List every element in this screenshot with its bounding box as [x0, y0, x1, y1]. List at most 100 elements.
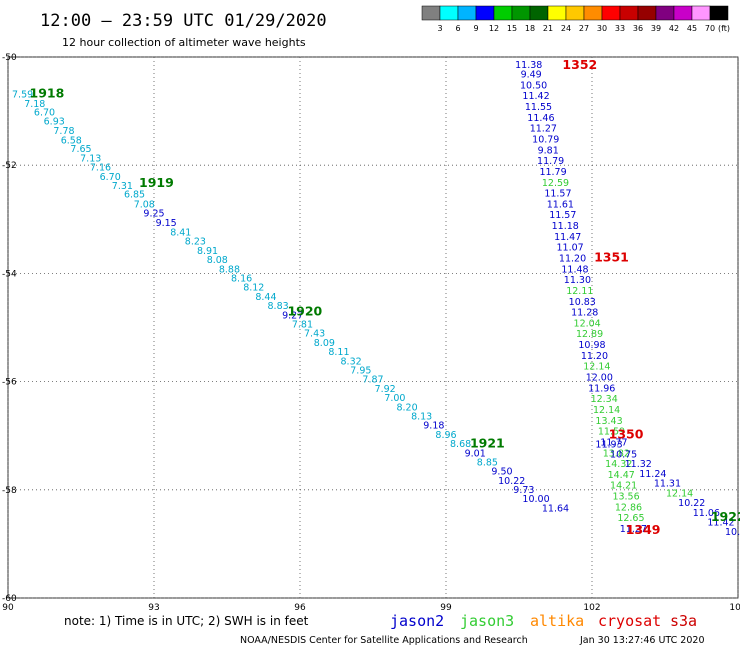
- swh-value-label: 8.85: [477, 457, 498, 468]
- swh-value-label: 6.70: [34, 107, 55, 118]
- colorbar-swatch: [601, 5, 621, 21]
- swh-value-label: 11.57: [544, 189, 571, 200]
- swh-value-label: 11.27: [620, 524, 647, 535]
- swh-value-label: 7.16: [90, 163, 111, 174]
- colorbar-swatch: [457, 5, 477, 21]
- pass-number-label: 1921: [470, 436, 505, 451]
- colorbar-label: 21: [543, 24, 553, 33]
- swh-value-label: 11.27: [530, 124, 557, 135]
- colorbar-swatch: [709, 5, 729, 21]
- swh-value-label: 12.86: [615, 502, 642, 513]
- swh-value-label: 8.96: [435, 430, 456, 441]
- swh-value-label: 11.28: [571, 308, 598, 319]
- x-tick-label: 90: [2, 603, 14, 613]
- chart-subtitle: 12 hour collection of altimeter wave hei…: [62, 36, 306, 49]
- swh-value-label: 14.47: [608, 470, 635, 481]
- colorbar-label: 6: [455, 24, 460, 33]
- colorbar-swatch: [421, 5, 441, 21]
- swh-value-label: 7.00: [384, 393, 405, 404]
- swh-value-label: 11.46: [527, 113, 554, 124]
- colorbar-label: 18: [525, 24, 535, 33]
- swh-value-label: 14.21: [610, 481, 637, 492]
- swh-value-label: 11.07: [556, 243, 583, 254]
- swh-value-label: 8.09: [314, 338, 335, 349]
- colorbar-label: 9: [473, 24, 478, 33]
- colorbar-label: 45: [687, 24, 697, 33]
- swh-value-label: 10.00: [522, 494, 549, 505]
- x-tick-label: 93: [148, 603, 159, 613]
- pass-number-label: 1922: [711, 509, 740, 524]
- x-tick-label: 96: [294, 603, 306, 613]
- swh-value-label: 8.68: [450, 439, 471, 450]
- pass-number-label: 1918: [30, 86, 65, 101]
- swh-value-label: 12.59: [542, 178, 569, 189]
- chart-title: 12:00 – 23:59 UTC 01/29/2020: [40, 11, 327, 31]
- swh-value-label: 11.20: [581, 351, 608, 362]
- axis-ticks: 90 93 96 99 102 105 -50 -52 -54 -56 -58 -60: [2, 53, 740, 613]
- colorbar-label: 30: [597, 24, 607, 33]
- footnote: note: 1) Time is in UTC; 2) SWH is in fe…: [64, 614, 309, 628]
- colorbar-label: 24: [561, 24, 571, 33]
- swh-value-label: 9.25: [143, 209, 164, 220]
- swh-value-label: 13.56: [612, 492, 639, 503]
- data-points: 7.597.186.706.937.786.587.657.137.166.70…: [12, 60, 740, 538]
- swh-value-label: 11.38: [515, 60, 542, 71]
- legend-jason2: jason2: [390, 612, 444, 630]
- swh-value-label: 11.64: [542, 503, 569, 514]
- swh-value-label: 8.20: [396, 402, 417, 413]
- swh-value-label: 7.81: [292, 320, 313, 331]
- swh-value-label: 11.59: [598, 427, 625, 438]
- colorbar-label: 12: [489, 24, 499, 33]
- swh-value-label: 11.18: [552, 221, 579, 232]
- colorbar-swatch: [565, 5, 585, 21]
- pass-labels: 1918 1919 1920 1921 1922 1352 1351 1350 1349: [30, 57, 740, 537]
- swh-value-label: 8.23: [185, 237, 206, 248]
- swh-value-label: 9.18: [423, 421, 444, 432]
- swh-value-label: 8.91: [197, 246, 218, 257]
- y-tick-label: -50: [2, 53, 17, 63]
- swh-value-label: 11.31: [654, 479, 681, 490]
- swh-value-label: 9.50: [491, 467, 512, 478]
- swh-value-label: 6.93: [44, 117, 65, 128]
- colorbar-swatch: [493, 5, 513, 21]
- swh-value-label: 7.18: [24, 99, 45, 110]
- swh-value-label: 9.73: [513, 485, 534, 496]
- swh-value-label: 13.43: [595, 416, 622, 427]
- credit-text: NOAA/NESDIS Center for Satellite Applica…: [240, 635, 528, 646]
- swh-value-label: 7.13: [80, 153, 101, 164]
- colorbar-swatch: [691, 5, 711, 21]
- swh-value-label: 7.92: [375, 384, 396, 395]
- swh-value-label: 12.00: [586, 373, 613, 384]
- swh-value-label: 7.65: [70, 144, 91, 155]
- colorbar-label: 3: [437, 24, 442, 33]
- swh-value-label: 9.27: [282, 310, 303, 321]
- swh-value-label: 7.95: [350, 365, 371, 376]
- swh-value-label: 8.41: [170, 228, 191, 239]
- swh-value-label: 11.42: [522, 91, 549, 102]
- swh-value-label: 11.47: [554, 232, 581, 243]
- swh-value-label: 10.22: [498, 476, 525, 487]
- swh-value-label: 12.04: [574, 318, 601, 329]
- swh-value-label: 7.87: [362, 375, 383, 386]
- legend-s3a: s3a: [670, 612, 697, 630]
- colorbar-swatch: [655, 5, 675, 21]
- y-tick-label: -58: [2, 486, 17, 496]
- colorbar-label: 33: [615, 24, 625, 33]
- colorbar-label: 42: [669, 24, 679, 33]
- swh-value-label: 9.01: [465, 448, 486, 459]
- swh-value-label: 11.93: [595, 440, 622, 451]
- swh-value-label: 11.79: [537, 156, 564, 167]
- colorbar-swatch: [637, 5, 657, 21]
- legend-altika: altika: [530, 612, 584, 630]
- colorbar-label: 27: [579, 24, 589, 33]
- colorbar-label: 39: [651, 24, 661, 33]
- colorbar-swatch: [583, 5, 603, 21]
- swh-value-label: 11.06: [693, 508, 720, 519]
- swh-value-label: 7.31: [112, 181, 133, 192]
- swh-value-label: 12.14: [593, 405, 620, 416]
- y-tick-label: -60: [2, 594, 17, 604]
- satellite-legend: jason2 jason3 altika cryosat s3a: [390, 612, 697, 630]
- swh-value-label: 11.77: [600, 437, 627, 448]
- x-tick-label: 105: [729, 603, 740, 613]
